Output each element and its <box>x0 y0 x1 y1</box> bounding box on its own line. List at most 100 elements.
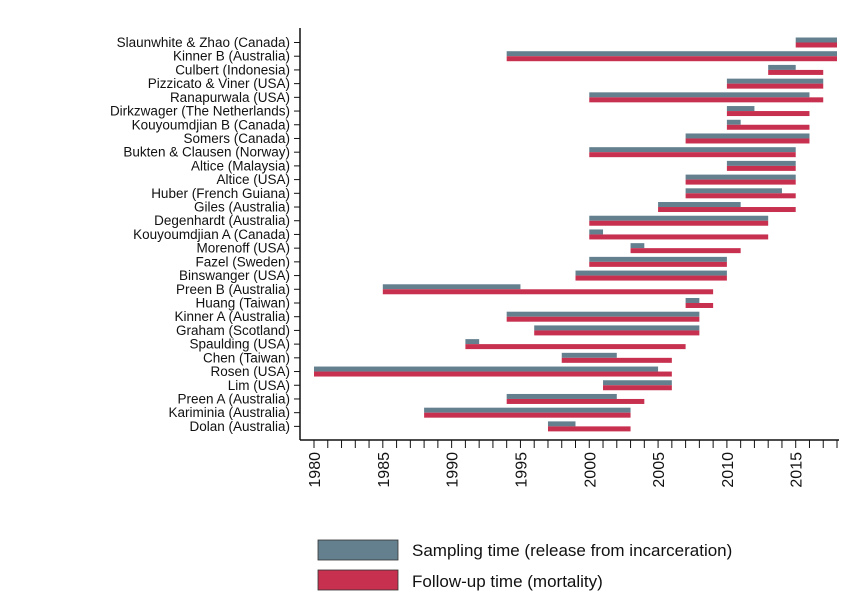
category-label: Rosen (USA) <box>210 364 290 379</box>
x-tick-label: 2000 <box>582 452 599 488</box>
bar-sampling <box>726 106 755 112</box>
bar-sampling <box>382 284 521 290</box>
x-tick-label: 2010 <box>720 452 737 488</box>
category-label: Somers (Canada) <box>183 131 290 146</box>
legend-label-followup: Follow-up time (mortality) <box>412 572 603 591</box>
category-labels: Slaunwhite & Zhao (Canada)Kinner B (Aust… <box>110 35 300 434</box>
category-label: Morenoff (USA) <box>196 241 290 256</box>
category-label: Ranapurwala (USA) <box>170 90 290 105</box>
bar-sampling <box>465 339 480 345</box>
category-label: Giles (Australia) <box>194 200 290 215</box>
bar-sampling <box>589 229 604 235</box>
category-label: Fazel (Sweden) <box>195 254 290 269</box>
bar-sampling <box>547 421 576 427</box>
legend-label-sampling: Sampling time (release from incarceratio… <box>412 541 732 560</box>
bar-sampling <box>589 256 727 262</box>
category-label: Chen (Taiwan) <box>203 350 290 365</box>
category-label: Huang (Taiwan) <box>195 295 290 310</box>
category-label: Bukten & Clausen (Norway) <box>123 145 290 160</box>
bar-follow-up <box>465 344 686 350</box>
bar-sampling <box>603 380 672 386</box>
bar-sampling <box>795 37 837 43</box>
category-label: Culbert (Indonesia) <box>175 62 290 77</box>
x-tick-label: 1995 <box>513 452 530 488</box>
bar-sampling <box>506 393 617 399</box>
bar-sampling <box>506 51 837 57</box>
bar-follow-up <box>314 371 672 377</box>
bar-sampling <box>685 297 700 303</box>
bar-follow-up <box>630 248 741 254</box>
bar-follow-up <box>685 179 796 185</box>
category-label: Dolan (Australia) <box>189 419 290 434</box>
category-label: Altice (Malaysia) <box>191 158 290 173</box>
bar-follow-up <box>589 261 727 267</box>
bar-sampling <box>314 366 659 372</box>
bar-follow-up <box>561 357 672 363</box>
bar-follow-up <box>589 97 824 103</box>
bar-follow-up <box>534 330 700 336</box>
bar-sampling <box>726 160 796 166</box>
category-label: Dirkzwager (The Netherlands) <box>110 104 290 119</box>
bar-sampling <box>575 270 727 276</box>
category-label: Kinner B (Australia) <box>173 49 290 64</box>
x-tick-label: 1980 <box>307 452 324 488</box>
category-label: Huber (French Guiana) <box>151 186 290 201</box>
category-label: Kouyoumdjian B (Canada) <box>132 117 290 132</box>
bar-sampling <box>589 92 810 98</box>
x-axis-ticks: 1980 1985 1990 1995 2000 2005 2010 2015 <box>307 440 838 488</box>
bar-follow-up <box>575 275 727 281</box>
bar-follow-up <box>589 152 796 158</box>
bar-follow-up <box>506 316 700 322</box>
bar-follow-up <box>589 234 769 240</box>
category-label: Kouyoumdjian A (Canada) <box>133 227 290 242</box>
bar-follow-up <box>685 193 796 199</box>
bar-follow-up <box>726 83 824 89</box>
category-label: Kariminia (Australia) <box>168 405 290 420</box>
category-label: Preen A (Australia) <box>177 391 290 406</box>
bar-sampling <box>589 147 796 153</box>
bar-sampling <box>506 311 700 317</box>
bar-sampling <box>534 325 700 331</box>
bar-sampling <box>768 64 796 70</box>
legend: Sampling time (release from incarceratio… <box>317 539 732 591</box>
bar-follow-up <box>768 69 824 75</box>
bar-follow-up <box>658 207 796 213</box>
bar-sampling <box>726 78 824 84</box>
bar-sampling <box>685 174 796 180</box>
legend-swatch-sampling <box>317 539 399 561</box>
x-tick-label: 1985 <box>376 452 393 488</box>
x-tick-label: 1990 <box>445 452 462 488</box>
bar-follow-up <box>685 302 714 308</box>
x-tick-label: 2015 <box>789 452 806 488</box>
category-label: Binswanger (USA) <box>179 268 290 283</box>
category-label: Kinner A (Australia) <box>174 309 290 324</box>
bar-follow-up <box>795 42 837 48</box>
bar-follow-up <box>726 165 796 171</box>
legend-swatch-followup <box>317 569 399 591</box>
category-label: Lim (USA) <box>228 378 290 393</box>
bar-follow-up <box>589 220 769 226</box>
category-label: Degenhardt (Australia) <box>154 213 290 228</box>
bar-follow-up <box>726 124 810 130</box>
bar-sampling <box>561 352 617 358</box>
bar-follow-up <box>547 426 631 432</box>
bar-sampling <box>424 407 631 413</box>
bar-follow-up <box>603 385 672 391</box>
category-label: Slaunwhite & Zhao (Canada) <box>117 35 290 50</box>
bar-follow-up <box>424 412 631 418</box>
bar-follow-up <box>726 111 810 117</box>
bar-sampling <box>630 243 645 249</box>
category-label: Graham (Scotland) <box>176 323 290 338</box>
category-label: Preen B (Australia) <box>176 282 290 297</box>
bar-sampling <box>685 188 782 194</box>
bar-follow-up <box>685 138 810 144</box>
x-tick-label: 2005 <box>651 452 668 488</box>
category-label: Pizzicato & Viner (USA) <box>148 76 290 91</box>
bar-sampling <box>685 133 810 139</box>
bar-sampling <box>589 215 769 221</box>
category-label: Altice (USA) <box>216 172 290 187</box>
category-label: Spaulding (USA) <box>189 337 290 352</box>
bar-follow-up <box>506 398 645 404</box>
bar-sampling <box>726 119 741 125</box>
